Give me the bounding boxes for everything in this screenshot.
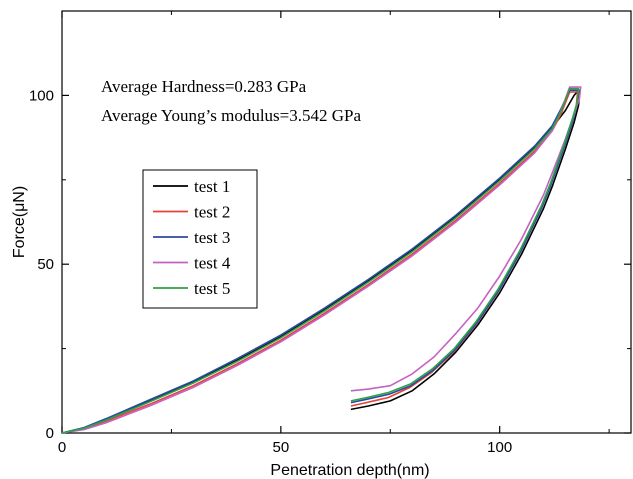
legend-label-3: test 3: [194, 228, 230, 247]
y-tick-labels: 0 50 100: [29, 87, 54, 442]
series-line-4: [61, 86, 582, 434]
legend-box: [142, 169, 258, 309]
series-line-3: [61, 89, 580, 434]
plot-frame: [61, 10, 632, 434]
x-tick-label: 50: [273, 439, 290, 456]
series-line-2: [61, 91, 579, 434]
legend-label-4: test 4: [194, 254, 231, 273]
x-tick-label: 100: [487, 439, 512, 456]
series-line-5: [61, 87, 580, 434]
legend: test 1 test 2 test 3 test 4 test 5: [142, 169, 258, 309]
annotation-youngs-modulus: Average Young’s modulus=3.542 GPa: [101, 106, 361, 125]
y-tick-label: 100: [29, 87, 54, 104]
annotation-hardness: Average Hardness=0.283 GPa: [101, 77, 307, 96]
x-tick-labels: 0 50 100: [58, 439, 512, 456]
legend-label-2: test 2: [194, 203, 230, 222]
y-axis-label: Force(μN): [11, 186, 28, 258]
y-tick-label: 0: [46, 425, 54, 442]
x-axis-label: Penetration depth(nm): [270, 462, 429, 479]
x-tick-label: 0: [58, 439, 66, 456]
legend-label-5: test 5: [194, 279, 230, 298]
legend-label-1: test 1: [194, 177, 230, 196]
series-line-1: [61, 89, 581, 434]
series-lines: [61, 86, 582, 434]
y-tick-label: 50: [37, 256, 54, 273]
